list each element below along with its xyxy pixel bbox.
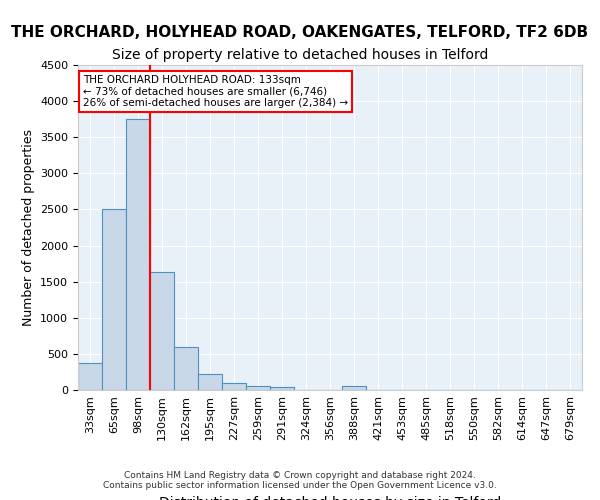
Bar <box>222 383 246 390</box>
Text: THE ORCHARD HOLYHEAD ROAD: 133sqm
← 73% of detached houses are smaller (6,746)
2: THE ORCHARD HOLYHEAD ROAD: 133sqm ← 73% … <box>83 74 348 108</box>
Text: Size of property relative to detached houses in Telford: Size of property relative to detached ho… <box>112 48 488 62</box>
Y-axis label: Number of detached properties: Number of detached properties <box>22 129 35 326</box>
Bar <box>270 387 294 390</box>
Bar <box>102 210 126 390</box>
Bar <box>150 272 174 390</box>
Bar <box>174 348 198 390</box>
Text: Contains HM Land Registry data © Crown copyright and database right 2024.
Contai: Contains HM Land Registry data © Crown c… <box>103 470 497 490</box>
Bar <box>198 374 222 390</box>
Bar <box>246 386 270 390</box>
X-axis label: Distribution of detached houses by size in Telford: Distribution of detached houses by size … <box>159 496 501 500</box>
Bar <box>126 119 150 390</box>
Bar <box>342 386 366 390</box>
Text: THE ORCHARD, HOLYHEAD ROAD, OAKENGATES, TELFORD, TF2 6DB: THE ORCHARD, HOLYHEAD ROAD, OAKENGATES, … <box>11 25 589 40</box>
Bar <box>78 364 102 390</box>
